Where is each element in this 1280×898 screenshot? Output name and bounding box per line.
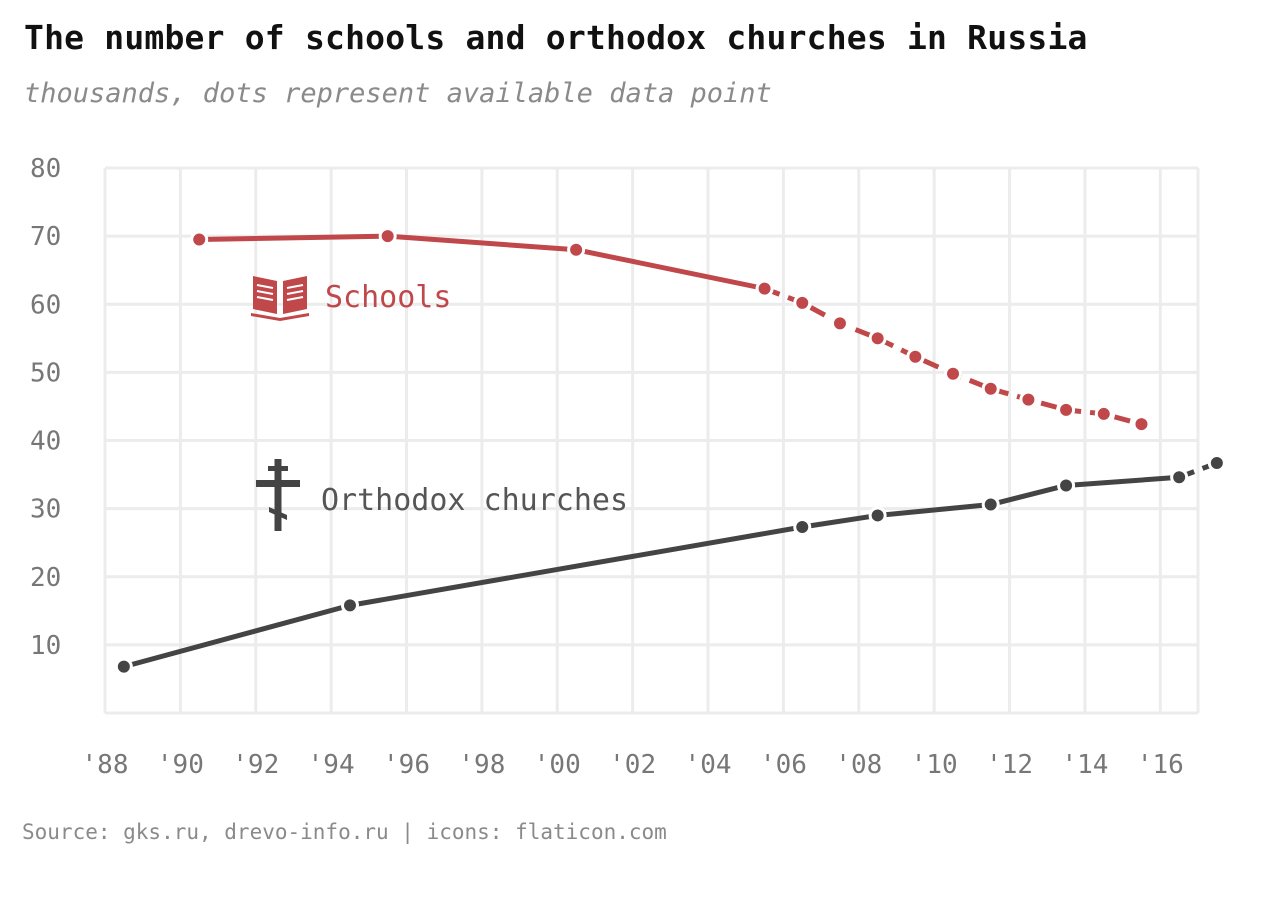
series-label-schools: Schools	[325, 280, 451, 315]
data-point-schools	[1057, 400, 1076, 419]
series-line-schools	[196, 233, 768, 292]
axis-ticks: 10 20 30 40 50 60 70 80 '88 '90 '92 '94 '96 '98 '00 '02…	[30, 154, 1184, 780]
x-tick-label: '08	[835, 750, 882, 780]
data-point-schools	[830, 314, 849, 333]
series-points	[114, 227, 1226, 676]
data-point-schools	[190, 230, 209, 249]
data-point-schools	[1094, 404, 1113, 423]
chart-title: The number of schools and orthodox churc…	[24, 18, 1088, 57]
x-tick-label: '98	[458, 750, 505, 780]
y-tick-label: 60	[30, 290, 61, 320]
y-tick-label: 40	[30, 427, 61, 457]
data-point-schools	[981, 379, 1000, 398]
series-label-orthodox-churches: Orthodox churches	[321, 483, 628, 518]
x-tick-label: '16	[1137, 750, 1184, 780]
data-point-schools	[755, 279, 774, 298]
data-point-orthodox-churches	[868, 506, 887, 525]
x-tick-label: '06	[760, 750, 807, 780]
y-tick-label: 10	[30, 631, 61, 661]
data-point-schools	[868, 329, 887, 348]
data-point-orthodox-churches	[340, 596, 359, 615]
x-tick-label: '04	[685, 750, 732, 780]
data-point-schools	[567, 240, 586, 259]
series-line-orthodox-churches	[121, 474, 1182, 670]
x-tick-label: '12	[986, 750, 1033, 780]
orthodox-cross-icon	[256, 459, 300, 531]
x-tick-label: '02	[609, 750, 656, 780]
x-tick-label: '90	[157, 750, 204, 780]
book-icon	[251, 276, 309, 321]
x-tick-label: '94	[308, 750, 355, 780]
grid	[103, 166, 1200, 715]
y-tick-label: 70	[30, 222, 61, 252]
y-tick-label: 20	[30, 563, 61, 593]
data-point-schools	[1132, 415, 1151, 434]
data-point-schools	[793, 293, 812, 312]
data-point-orthodox-churches	[114, 657, 133, 676]
data-point-schools	[944, 364, 963, 383]
x-tick-label: '00	[534, 750, 581, 780]
source-note: Source: gks.ru, drevo-info.ru | icons: f…	[22, 820, 667, 844]
data-point-schools	[378, 227, 397, 246]
data-point-orthodox-churches	[1057, 476, 1076, 495]
data-point-orthodox-churches	[981, 495, 1000, 514]
data-point-orthodox-churches	[1207, 453, 1226, 472]
data-point-schools	[1019, 390, 1038, 409]
chart-subtitle: thousands, dots represent available data…	[24, 78, 772, 109]
y-tick-label: 30	[30, 495, 61, 525]
x-tick-label: '96	[383, 750, 430, 780]
data-point-orthodox-churches	[793, 518, 812, 537]
series-labels: Schools Orthodox churches	[251, 276, 628, 531]
x-tick-label: '88	[82, 750, 129, 780]
x-tick-label: '92	[232, 750, 279, 780]
x-tick-label: '10	[911, 750, 958, 780]
data-point-schools	[906, 347, 925, 366]
data-point-orthodox-churches	[1170, 468, 1189, 487]
x-tick-label: '14	[1061, 750, 1108, 780]
y-tick-label: 80	[30, 154, 61, 184]
y-tick-label: 50	[30, 358, 61, 388]
